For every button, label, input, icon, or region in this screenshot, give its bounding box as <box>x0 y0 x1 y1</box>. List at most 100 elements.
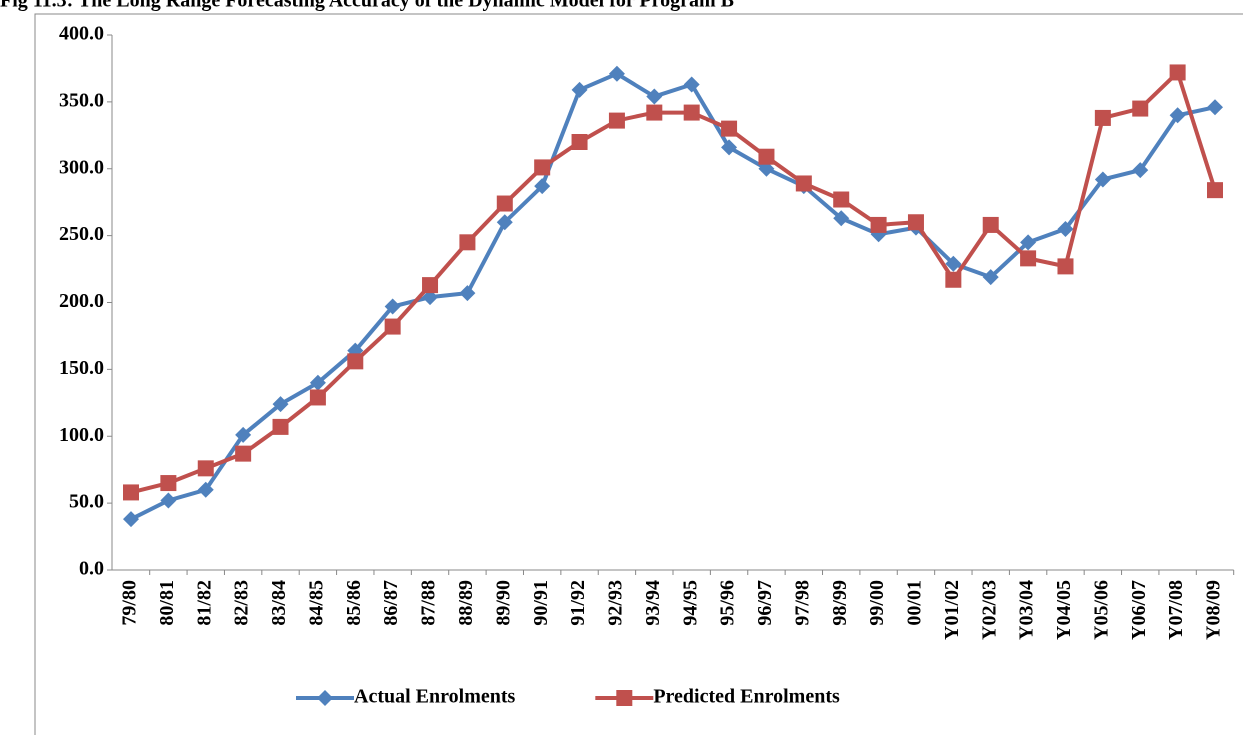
x-tick-label: 97/98 <box>791 580 813 626</box>
point <box>907 214 924 231</box>
y-tick-label: 50.0 <box>69 491 104 513</box>
point <box>945 271 962 288</box>
x-tick-label: Y04/05 <box>1053 580 1075 640</box>
x-tick-label: 89/90 <box>492 580 514 626</box>
x-tick-label: 88/89 <box>455 580 477 626</box>
point <box>758 148 775 165</box>
point <box>123 511 139 528</box>
x-tick-label: 93/94 <box>642 580 664 626</box>
x-tick-label: 81/82 <box>193 580 215 626</box>
point <box>1094 171 1111 188</box>
x-tick-label: 83/84 <box>268 580 290 626</box>
point <box>160 475 177 492</box>
point <box>945 255 962 272</box>
x-tick-label: 79/80 <box>119 580 141 626</box>
chart-border <box>34 13 1243 735</box>
y-tick-label: 250.0 <box>59 223 104 245</box>
point <box>459 285 476 302</box>
point <box>646 88 663 105</box>
x-tick-label: Y02/03 <box>978 580 1000 640</box>
point <box>235 445 252 462</box>
point <box>309 374 326 391</box>
series-line <box>130 71 1216 521</box>
point <box>197 481 214 498</box>
x-tick-label: 94/95 <box>679 580 701 626</box>
chart-title: Fig 11.3: The Long Range Forecasting Acc… <box>0 0 734 12</box>
point <box>758 160 775 177</box>
x-tick-label: 80/81 <box>156 580 178 626</box>
point <box>422 277 439 294</box>
y-tick-label: 100.0 <box>59 424 104 446</box>
point <box>571 134 588 150</box>
point <box>1057 258 1074 275</box>
point <box>422 289 439 306</box>
point <box>1169 107 1186 124</box>
point <box>982 216 999 233</box>
point <box>272 396 289 413</box>
point <box>1057 220 1074 237</box>
x-tick-label: 92/93 <box>605 580 627 626</box>
legend-label: Predicted Enrolments <box>653 686 840 708</box>
point <box>1094 109 1111 126</box>
x-tick-label: 82/83 <box>231 580 253 626</box>
x-tick-label: Y08/09 <box>1203 580 1225 640</box>
point <box>384 318 401 335</box>
x-tick-label: 95/96 <box>717 580 739 626</box>
x-tick-label: 87/88 <box>418 580 440 626</box>
point <box>309 389 326 406</box>
point <box>616 690 633 706</box>
y-tick-label: 150.0 <box>59 357 104 379</box>
point <box>1169 64 1186 81</box>
y-tick-label: 200.0 <box>59 290 104 312</box>
point <box>496 214 513 231</box>
point <box>1132 162 1149 179</box>
point <box>571 81 588 98</box>
point <box>1132 100 1149 117</box>
point <box>1020 250 1037 267</box>
x-tick-label: 90/91 <box>530 580 552 626</box>
x-tick-label: Y01/02 <box>941 580 963 640</box>
point <box>347 353 364 370</box>
x-tick-label: 85/86 <box>343 580 365 626</box>
point <box>496 195 513 212</box>
y-tick-label: 350.0 <box>59 89 104 111</box>
y-tick-label: 300.0 <box>59 156 104 178</box>
x-tick-label: 84/85 <box>305 580 327 626</box>
point <box>272 418 289 435</box>
point <box>534 178 551 195</box>
x-tick-label: 99/00 <box>866 580 888 626</box>
series-line <box>130 68 1217 495</box>
point <box>160 492 177 509</box>
point <box>683 104 700 121</box>
legend-label: Actual Enrolments <box>354 686 516 708</box>
y-tick-label: 0.0 <box>79 558 104 580</box>
point <box>683 76 700 93</box>
point <box>235 426 252 443</box>
x-tick-label: 98/99 <box>829 580 851 626</box>
point <box>721 139 738 156</box>
point <box>1207 182 1223 199</box>
point <box>608 112 625 129</box>
point <box>534 159 551 176</box>
point <box>646 104 663 121</box>
point <box>870 216 887 233</box>
point <box>1020 234 1037 251</box>
point <box>833 191 850 208</box>
point <box>317 690 333 706</box>
x-tick-label: Y06/07 <box>1128 580 1150 640</box>
x-tick-label: Y07/08 <box>1165 580 1187 640</box>
point <box>123 484 139 501</box>
x-tick-label: Y03/04 <box>1016 580 1038 640</box>
point <box>384 298 401 315</box>
x-tick-label: 86/87 <box>380 580 402 626</box>
x-tick-label: 96/97 <box>754 580 776 626</box>
x-tick-label: 91/92 <box>567 580 589 626</box>
point <box>795 175 812 192</box>
x-tick-label: Y05/06 <box>1090 580 1112 640</box>
point <box>608 65 625 82</box>
point <box>197 460 214 477</box>
point <box>459 234 476 251</box>
point <box>982 269 999 286</box>
x-tick-label: 00/01 <box>904 580 926 626</box>
